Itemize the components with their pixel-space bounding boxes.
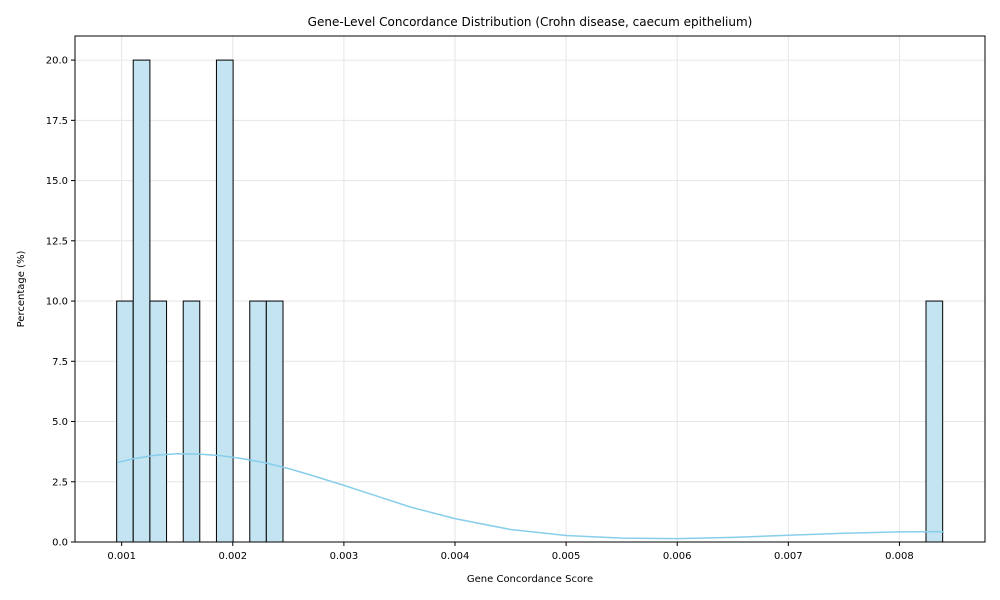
- y-tick-label: 10.0: [46, 297, 68, 308]
- y-tick-label: 20.0: [46, 56, 68, 67]
- kde-curve: [117, 453, 944, 540]
- y-tick-label: 17.5: [46, 116, 68, 127]
- histogram-bar: [925, 300, 944, 543]
- y-axis-ticks: 0.0 2.5 5.0 7.5 10.0 12.5 15.0 17.5 20.0: [46, 56, 75, 549]
- histogram-bar: [215, 59, 234, 543]
- x-tick-label: 0.003: [330, 551, 359, 562]
- x-tick-label: 0.007: [774, 551, 803, 562]
- histogram-bar: [132, 59, 151, 543]
- x-tick-label: 0.006: [663, 551, 692, 562]
- histogram-bar: [249, 300, 267, 543]
- histogram-bar: [116, 300, 134, 543]
- y-tick-label: 7.5: [52, 357, 68, 368]
- y-tick-label: 2.5: [52, 477, 68, 488]
- histogram-bar: [149, 300, 168, 543]
- y-tick-label: 15.0: [46, 176, 68, 187]
- y-tick-label: 5.0: [52, 417, 68, 428]
- x-axis-ticks: 0.001 0.002 0.003 0.004 0.005 0.006 0.007 0.008: [107, 542, 914, 562]
- x-tick-label: 0.008: [885, 551, 914, 562]
- y-tick-label: 0.0: [52, 538, 68, 549]
- y-axis-label: Percentage (%): [16, 251, 27, 328]
- x-tick-label: 0.005: [552, 551, 581, 562]
- chart-title: Gene-Level Concordance Distribution (Cro…: [308, 15, 753, 29]
- histogram-bar: [265, 300, 284, 543]
- plot-frame: [74, 35, 986, 543]
- kde-curve-group: [117, 453, 944, 540]
- x-tick-label: 0.001: [107, 551, 136, 562]
- x-axis-label: Gene Concordance Score: [467, 574, 593, 585]
- x-tick-label: 0.002: [218, 551, 247, 562]
- grid-lines: [75, 36, 985, 543]
- y-tick-label: 12.5: [46, 236, 68, 247]
- histogram-bar: [182, 300, 201, 543]
- x-tick-label: 0.004: [441, 551, 470, 562]
